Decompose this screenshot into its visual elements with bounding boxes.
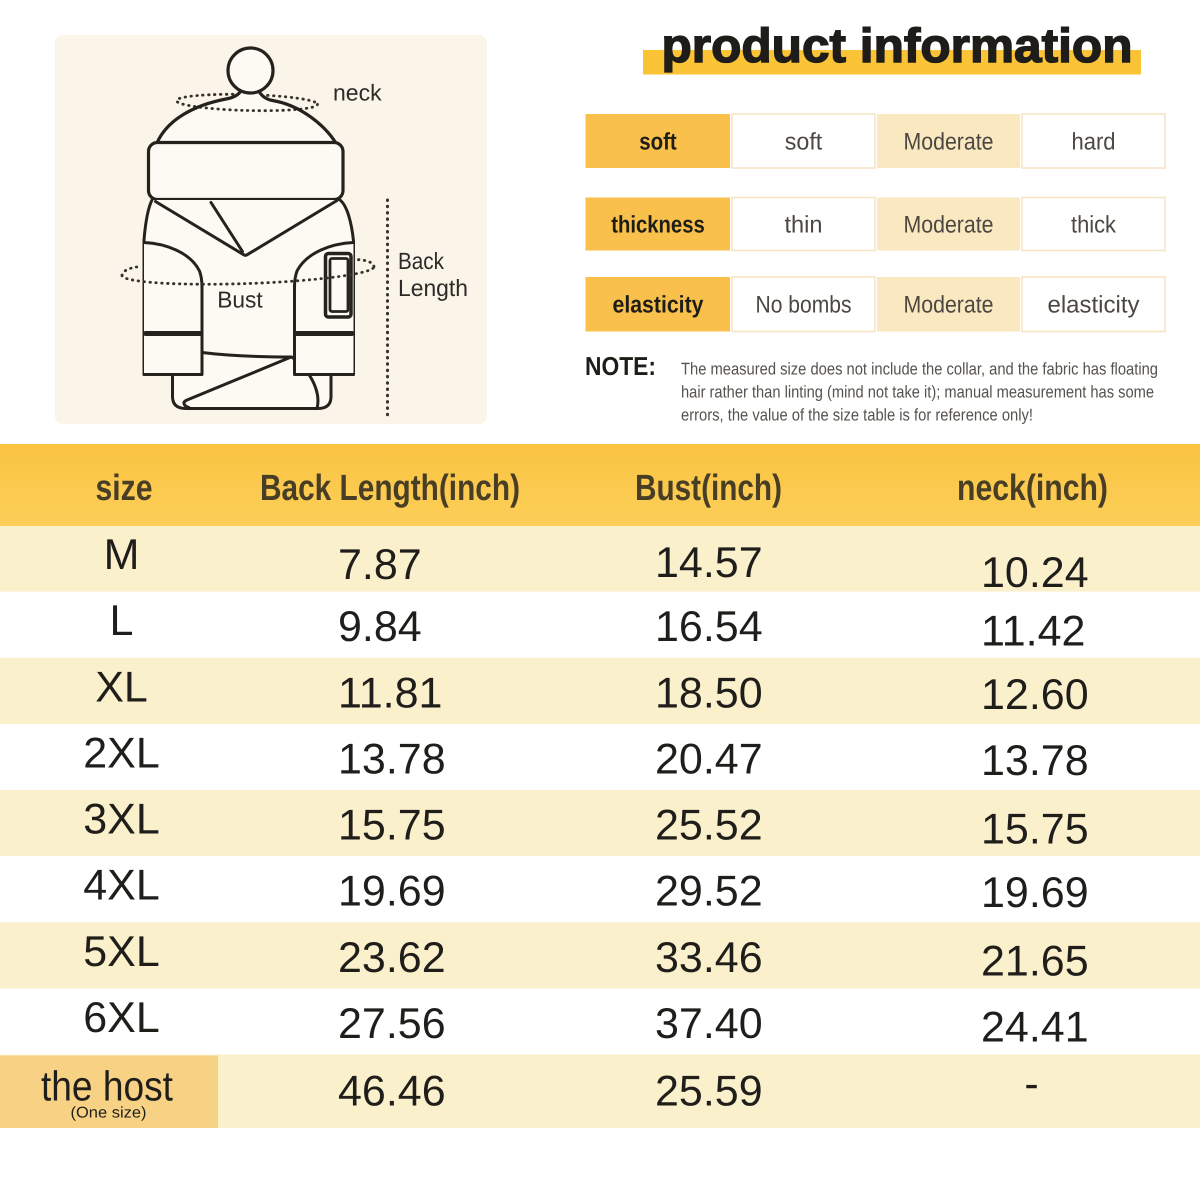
svg-text:4XL: 4XL [83, 862, 160, 910]
svg-text:13.78: 13.78 [981, 737, 1089, 785]
svg-text:No bombs: No bombs [756, 292, 852, 319]
svg-text:XL: XL [95, 663, 148, 711]
svg-text:18.50: 18.50 [655, 669, 763, 717]
svg-text:soft: soft [785, 129, 823, 156]
svg-text:Moderate: Moderate [904, 212, 994, 239]
svg-text:M: M [104, 531, 140, 579]
svg-text:neck: neck [333, 80, 382, 106]
svg-text:Bust(inch): Bust(inch) [635, 467, 782, 508]
svg-text:soft: soft [639, 129, 677, 156]
svg-text:46.46: 46.46 [338, 1068, 446, 1116]
svg-text:hair rather than linting (mind: hair rather than linting (mind not take … [681, 383, 1154, 402]
svg-text:20.47: 20.47 [655, 736, 763, 784]
svg-text:product information: product information [662, 20, 1133, 73]
svg-text:24.41: 24.41 [981, 1004, 1089, 1052]
svg-text:Bust: Bust [217, 287, 263, 313]
svg-text:6XL: 6XL [83, 994, 160, 1042]
svg-text:9.84: 9.84 [338, 603, 422, 651]
svg-text:11.42: 11.42 [981, 608, 1085, 656]
svg-text:Back Length(inch): Back Length(inch) [260, 467, 520, 508]
svg-text:15.75: 15.75 [338, 802, 446, 850]
svg-text:L: L [110, 597, 134, 645]
svg-text:23.62: 23.62 [338, 934, 446, 982]
svg-text:the host: the host [41, 1063, 173, 1110]
svg-text:25.59: 25.59 [655, 1068, 763, 1116]
svg-text:Back: Back [398, 248, 444, 274]
svg-text:thin: thin [785, 212, 823, 239]
svg-text:16.54: 16.54 [655, 603, 763, 651]
svg-text:NOTE:: NOTE: [585, 351, 656, 381]
svg-text:25.52: 25.52 [655, 802, 763, 850]
svg-text:29.52: 29.52 [655, 868, 763, 916]
svg-text:size: size [96, 467, 153, 508]
svg-text:10.24: 10.24 [981, 549, 1089, 597]
svg-text:thickness: thickness [611, 212, 705, 239]
svg-text:hard: hard [1072, 129, 1116, 156]
svg-text:Moderate: Moderate [904, 129, 994, 156]
svg-text:15.75: 15.75 [981, 806, 1089, 854]
svg-text:7.87: 7.87 [338, 541, 422, 589]
svg-text:21.65: 21.65 [981, 938, 1089, 986]
svg-text:33.46: 33.46 [655, 934, 763, 982]
svg-text:neck(inch): neck(inch) [957, 467, 1108, 508]
svg-text:The measured size does not inc: The measured size does not include the c… [681, 360, 1158, 379]
svg-text:Moderate: Moderate [904, 292, 994, 319]
svg-text:2XL: 2XL [83, 730, 160, 778]
svg-text:-: - [1024, 1060, 1038, 1108]
svg-text:5XL: 5XL [83, 928, 160, 976]
svg-text:12.60: 12.60 [981, 671, 1089, 719]
svg-text:27.56: 27.56 [338, 1000, 446, 1048]
svg-text:19.69: 19.69 [981, 869, 1089, 917]
svg-text:thick: thick [1071, 212, 1117, 239]
svg-text:19.69: 19.69 [338, 868, 446, 916]
svg-text:3XL: 3XL [83, 796, 160, 844]
svg-text:(One size): (One size) [71, 1105, 147, 1122]
svg-text:11.81: 11.81 [338, 669, 442, 717]
svg-text:elasticity: elasticity [613, 292, 705, 319]
svg-text:13.78: 13.78 [338, 736, 446, 784]
svg-text:14.57: 14.57 [655, 539, 763, 587]
svg-text:Length: Length [398, 275, 468, 301]
svg-text:elasticity: elasticity [1048, 292, 1140, 319]
svg-text:errors, the value of the size: errors, the value of the size table is f… [681, 406, 1033, 425]
svg-text:37.40: 37.40 [655, 1000, 763, 1048]
